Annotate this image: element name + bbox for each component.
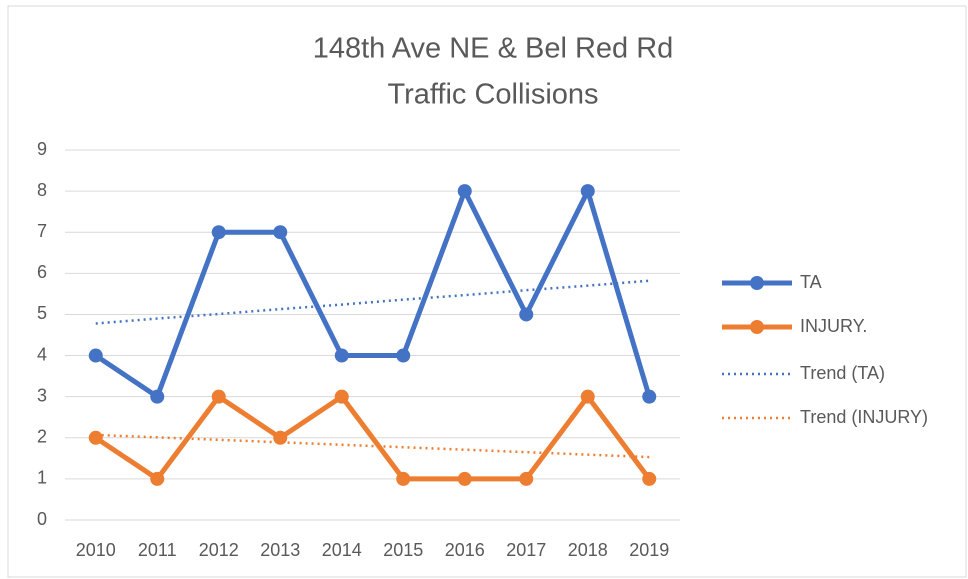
y-tick-label: 6 <box>37 262 47 282</box>
legend-label: Trend (TA) <box>800 363 885 383</box>
series-line <box>94 188 652 400</box>
data-point <box>519 307 534 322</box>
data-point <box>334 348 349 363</box>
legend-marker <box>750 276 764 290</box>
x-tick-label: 2019 <box>629 540 669 560</box>
x-tick-label: 2011 <box>138 540 177 560</box>
data-point <box>273 225 288 240</box>
data-point <box>580 184 595 199</box>
chart-title: 148th Ave NE & Bel Red Rd <box>313 33 674 65</box>
x-tick-label: 2015 <box>383 540 423 560</box>
x-tick-label: 2012 <box>199 540 239 560</box>
data-point <box>457 184 472 199</box>
data-point <box>211 389 226 404</box>
x-tick-label: 2010 <box>76 540 116 560</box>
data-point <box>273 430 288 445</box>
legend-label: TA <box>800 272 822 292</box>
data-point <box>211 225 226 240</box>
trend-line <box>95 433 650 459</box>
data-point <box>642 389 657 404</box>
data-point <box>334 389 349 404</box>
y-tick-label: 9 <box>37 139 47 159</box>
data-point <box>88 430 103 445</box>
data-point <box>519 471 534 486</box>
y-tick-label: 0 <box>37 509 47 529</box>
data-point <box>150 471 165 486</box>
series-line <box>94 394 652 482</box>
y-tick-label: 8 <box>37 180 47 200</box>
y-tick-label: 7 <box>37 221 47 241</box>
chart-frame <box>7 5 967 578</box>
x-tick-label: 2016 <box>445 540 485 560</box>
x-tick-label: 2013 <box>260 540 300 560</box>
y-tick-label: 1 <box>37 468 47 488</box>
legend-marker <box>750 320 764 334</box>
data-point <box>457 471 472 486</box>
x-tick-label: 2018 <box>568 540 608 560</box>
y-tick-label: 5 <box>37 303 47 323</box>
y-tick-label: 3 <box>37 385 47 405</box>
data-point <box>580 389 595 404</box>
x-tick-label: 2017 <box>506 540 546 560</box>
data-point <box>150 389 165 404</box>
y-tick-label: 2 <box>37 427 47 447</box>
data-point <box>88 348 103 363</box>
data-point <box>396 471 411 486</box>
legend-label: Trend (INJURY) <box>800 407 928 427</box>
data-point <box>642 471 657 486</box>
data-point <box>396 348 411 363</box>
y-tick-label: 4 <box>37 344 47 364</box>
chart-title: Traffic Collisions <box>387 79 598 111</box>
x-tick-label: 2014 <box>322 540 362 560</box>
legend-label: INJURY. <box>800 316 867 336</box>
trend-line <box>95 279 650 325</box>
